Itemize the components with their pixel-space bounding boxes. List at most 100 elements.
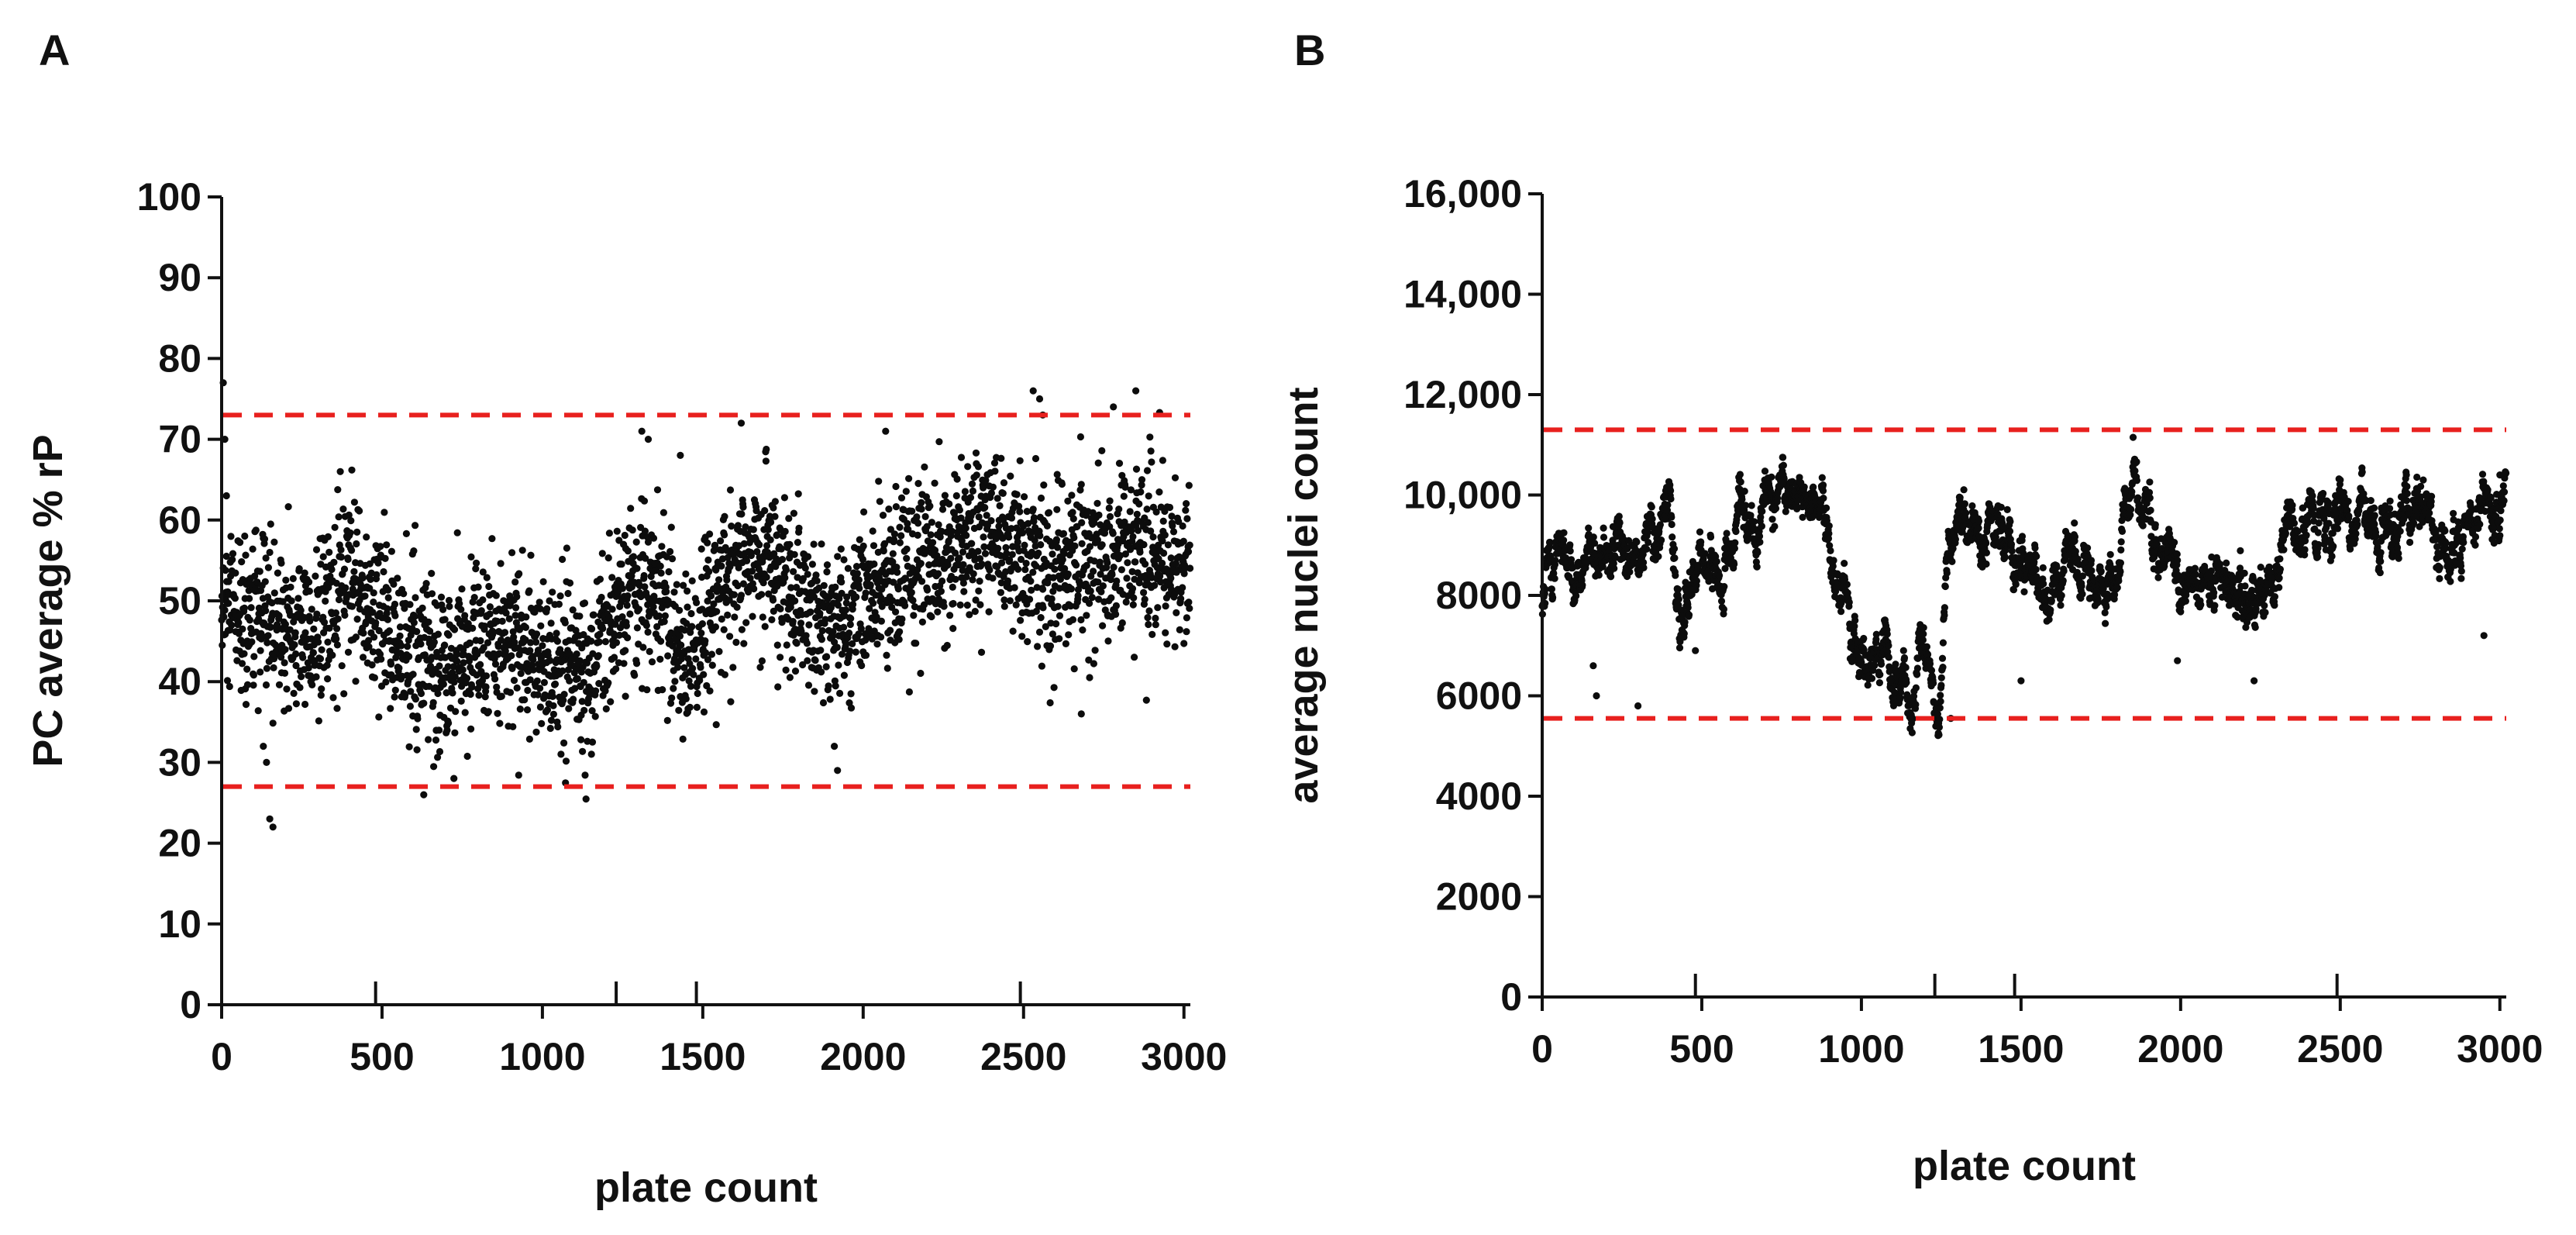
data-point [644, 628, 652, 636]
data-point [391, 600, 399, 609]
data-point [482, 683, 490, 691]
data-point [414, 715, 422, 723]
data-point [693, 703, 701, 712]
data-point [764, 526, 772, 533]
data-point [962, 524, 969, 532]
data-point [952, 575, 959, 583]
data-point [711, 541, 719, 550]
data-point [946, 612, 954, 619]
data-point [2102, 619, 2109, 627]
data-point [1176, 626, 1183, 634]
data-point [1818, 474, 1826, 481]
data-point [1685, 611, 1693, 619]
data-point [241, 532, 249, 540]
data-point [1975, 517, 1983, 525]
data-point [484, 639, 492, 647]
data-point [1779, 454, 1787, 461]
data-point [1015, 502, 1023, 510]
data-point [400, 590, 408, 598]
data-point [313, 610, 321, 618]
data-point [804, 681, 813, 689]
data-point [1186, 605, 1193, 612]
data-point [450, 774, 458, 782]
data-point [739, 503, 747, 511]
data-point [457, 605, 465, 613]
data-point [992, 535, 1000, 543]
data-point [1086, 674, 1093, 681]
data-point [831, 743, 839, 750]
data-point [547, 619, 555, 627]
data-point [361, 592, 369, 600]
data-point [735, 564, 742, 572]
data-point [781, 527, 789, 536]
data-point [1823, 504, 1830, 512]
data-point [1960, 486, 1968, 494]
data-point [1076, 433, 1084, 441]
data-point [477, 661, 484, 668]
data-point [262, 681, 270, 689]
data-point [549, 692, 556, 701]
data-point [2101, 609, 2109, 617]
data-point [956, 506, 963, 514]
data-point [1098, 541, 1106, 549]
data-point [491, 675, 499, 683]
data-point [549, 588, 556, 596]
data-point [560, 739, 568, 747]
data-point [676, 632, 684, 640]
data-point [923, 523, 931, 530]
data-point [270, 538, 278, 546]
data-point [1046, 642, 1055, 650]
data-point [729, 664, 737, 671]
data-point [380, 567, 387, 576]
data-point [461, 612, 469, 619]
data-point [622, 692, 629, 700]
data-point [1731, 539, 1739, 547]
data-point [2078, 590, 2086, 598]
data-point [629, 553, 638, 561]
data-point [2008, 547, 2016, 555]
data-point [615, 631, 623, 640]
data-point [605, 530, 614, 537]
data-point [855, 630, 863, 638]
data-point [1149, 630, 1156, 639]
data-point [1138, 476, 1146, 484]
data-point [1943, 569, 1951, 577]
data-point [633, 564, 641, 572]
data-point [833, 643, 841, 651]
data-point [580, 706, 588, 714]
data-point [697, 630, 705, 637]
data-point [537, 622, 545, 630]
data-point [238, 558, 246, 566]
data-point [599, 625, 607, 633]
data-point [1107, 594, 1115, 602]
data-point [337, 553, 345, 561]
data-point [284, 705, 293, 712]
data-point [428, 570, 436, 578]
data-point [834, 767, 842, 774]
data-point [858, 661, 866, 670]
data-point [580, 678, 587, 686]
x-tick-label: 1500 [659, 1035, 746, 1078]
data-point [700, 671, 708, 678]
data-point [2095, 598, 2102, 606]
data-point [247, 604, 255, 612]
data-point [818, 668, 825, 676]
data-point [843, 593, 851, 601]
data-point [1913, 664, 1921, 672]
data-point [333, 705, 341, 712]
data-point [778, 556, 787, 564]
data-point [624, 547, 632, 555]
data-point [2133, 477, 2140, 485]
data-point [1029, 505, 1037, 513]
data-point [529, 666, 537, 674]
data-point [902, 488, 910, 495]
data-point [1183, 515, 1191, 523]
data-point [805, 621, 813, 629]
data-point [232, 569, 239, 577]
data-point [705, 567, 713, 576]
data-point [781, 574, 789, 581]
data-point [557, 750, 565, 758]
data-point [835, 661, 842, 669]
data-point [638, 427, 646, 435]
data-point [706, 687, 714, 695]
